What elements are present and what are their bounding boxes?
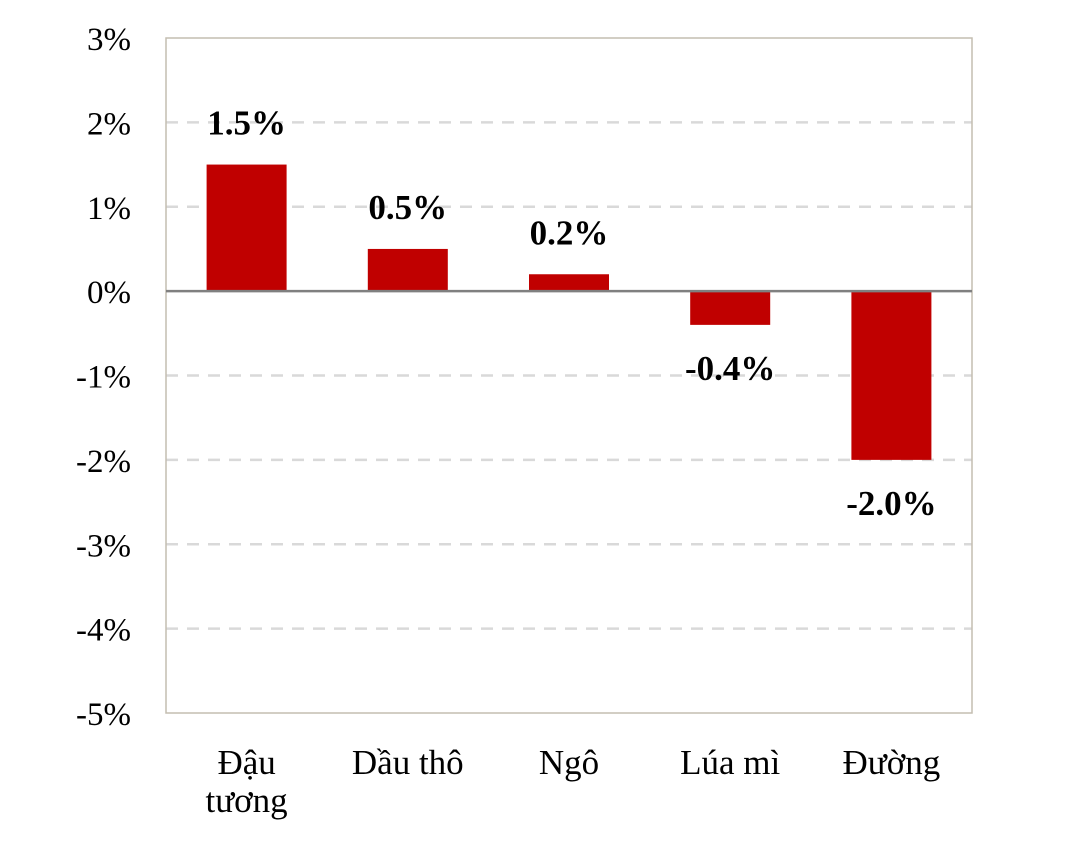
category-label: Dầu thô xyxy=(352,743,464,782)
y-tick-label: 0% xyxy=(87,275,131,311)
labels: 3% 2% 1% 0% -1% -2% -3% -4% -5% 1.5% 0.5% 0.2% -0.4%… xyxy=(76,22,940,820)
bar-0 xyxy=(206,164,287,292)
y-tick-label: -2% xyxy=(76,444,131,480)
bars xyxy=(206,164,932,460)
y-tick-label: -5% xyxy=(76,697,131,733)
y-tick-label: 1% xyxy=(87,191,131,227)
y-tick-label: 3% xyxy=(87,22,131,58)
y-tick-label: -4% xyxy=(76,613,131,649)
category-label: tương xyxy=(205,781,287,820)
data-label: 0.2% xyxy=(530,213,609,252)
plot-frame xyxy=(165,37,973,714)
gridlines xyxy=(166,121,972,630)
category-label: Ngô xyxy=(539,743,599,782)
y-tick-label: -3% xyxy=(76,528,131,564)
bar-4 xyxy=(851,291,932,460)
data-label: -2.0% xyxy=(846,484,936,523)
data-label: 1.5% xyxy=(207,104,286,143)
bar-2 xyxy=(529,274,609,292)
category-label: Lúa mì xyxy=(680,743,780,782)
y-tick-label: -1% xyxy=(76,360,131,396)
axes xyxy=(165,37,973,714)
y-tick-label: 2% xyxy=(87,106,131,142)
category-label: Đường xyxy=(843,743,941,782)
bar-1 xyxy=(367,248,448,292)
data-label: -0.4% xyxy=(685,349,775,388)
category-label: Đậu xyxy=(217,743,275,782)
bar-3 xyxy=(690,291,771,325)
data-label: 0.5% xyxy=(368,188,447,227)
